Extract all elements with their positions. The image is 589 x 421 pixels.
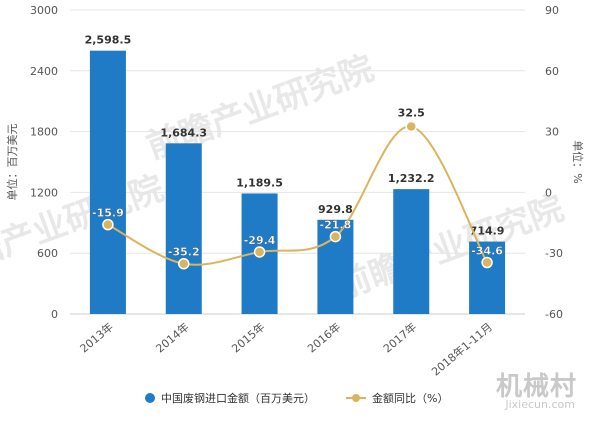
bar-data-label: 2,598.5 [85, 34, 132, 47]
legend-line-label: 金额同比（%） [372, 391, 448, 405]
line-data-label: -15.9 [92, 207, 124, 220]
y-left-tick-label: 1800 [30, 126, 58, 139]
legend-line-marker [352, 394, 360, 402]
y-right-tick-label: 90 [545, 4, 559, 17]
bar-data-label: 1,232.2 [388, 172, 435, 185]
bar [393, 189, 430, 314]
y-right-tick-label: -30 [545, 247, 563, 260]
x-tick-label: 2015年 [229, 320, 268, 356]
growth-line [107, 125, 488, 266]
watermark-site-cn: 机械村 [495, 372, 577, 402]
line-point [102, 218, 114, 231]
y-right-tick-label: 0 [545, 186, 552, 199]
line-point [329, 230, 342, 243]
legend-bar-marker [145, 393, 155, 403]
bar-data-label: 929.8 [318, 203, 353, 216]
y-left-axis-title: 单位：百万美元 [5, 124, 19, 201]
bar-data-label: 1,189.5 [236, 176, 283, 189]
y-left-tick-label: 2400 [30, 65, 58, 78]
y-left-tick-label: 600 [37, 247, 58, 260]
legend-bar-label: 中国废钢进口金额（百万美元） [161, 391, 315, 405]
bar [165, 143, 202, 314]
x-tick-label: 2014年 [153, 320, 192, 356]
bar-data-label: 1,684.3 [160, 126, 207, 139]
bar [89, 50, 126, 314]
y-left-tick-label: 0 [51, 308, 58, 321]
y-right-axis-title: 单位：% [571, 140, 585, 183]
y-right-tick-label: 60 [545, 65, 559, 78]
line-point [178, 257, 190, 270]
line-point [253, 246, 266, 258]
line-data-label: -21.8 [320, 219, 352, 232]
x-tick-label: 2018年1-11月 [429, 320, 495, 379]
bar-data-label: 714.9 [470, 225, 505, 238]
line-point [481, 256, 493, 269]
x-tick-label: 2016年 [304, 320, 343, 356]
line-data-label: 32.5 [398, 107, 425, 120]
bar [469, 241, 506, 314]
line-data-label: -29.4 [244, 234, 276, 247]
line-point [405, 120, 417, 133]
y-right-tick-label: -60 [545, 308, 563, 321]
watermark-site-en: Jixiecun.com [505, 398, 575, 411]
x-tick-label: 2017年 [380, 320, 419, 356]
y-right-tick-label: 30 [545, 126, 559, 139]
y-left-tick-label: 1200 [30, 186, 58, 199]
y-left-tick-label: 3000 [30, 4, 58, 17]
x-tick-label: 2013年 [77, 320, 116, 356]
line-data-label: -34.6 [471, 245, 503, 258]
line-data-label: -35.2 [168, 246, 200, 259]
